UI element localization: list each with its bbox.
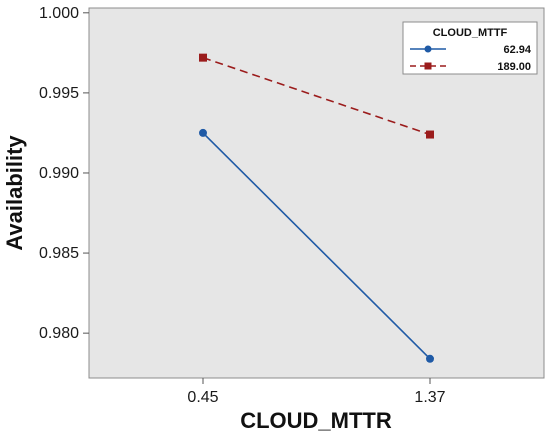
y-tick-label: 0.980 (39, 325, 79, 342)
legend-label-2: 189.00 (497, 61, 531, 73)
data-point (426, 130, 434, 139)
legend-marker (424, 62, 432, 70)
legend: CLOUD_MTTF 62.94 189.00 (402, 21, 538, 75)
data-point (199, 128, 207, 137)
y-tick-label: 0.985 (39, 245, 79, 262)
y-tick-label: 0.990 (39, 165, 79, 182)
x-axis: 0.45 1.37 (187, 378, 446, 406)
series-line-1 (202, 132, 431, 360)
legend-marker (424, 45, 432, 53)
y-axis-title: Availability (2, 135, 27, 251)
data-point (426, 354, 434, 363)
series-line-2 (202, 56, 431, 136)
x-tick-label: 1.37 (414, 389, 445, 406)
y-axis: 0.980 0.985 0.990 0.995 1.000 (39, 5, 89, 342)
legend-title: CLOUD_MTTF (433, 27, 508, 39)
series-layer (199, 53, 434, 363)
y-tick-label: 1.000 (39, 5, 79, 22)
x-tick-label: 0.45 (187, 389, 218, 406)
y-tick-label: 0.995 (39, 85, 79, 102)
legend-label-1: 62.94 (503, 44, 531, 56)
x-axis-title: CLOUD_MTTR (240, 408, 392, 433)
data-point (199, 53, 207, 62)
